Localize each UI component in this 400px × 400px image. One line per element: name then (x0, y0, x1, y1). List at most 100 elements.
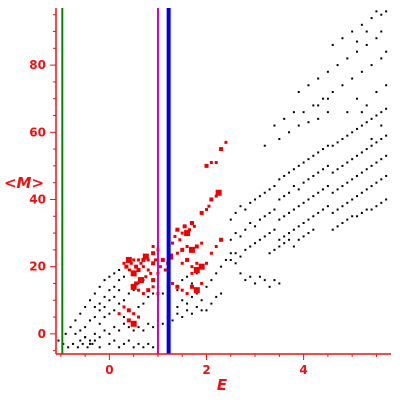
data-point (79, 339, 82, 342)
data-point (317, 117, 320, 120)
data-point (317, 151, 320, 154)
data-point (307, 232, 310, 235)
data-point (134, 264, 139, 269)
data-point (356, 154, 359, 157)
data-point (249, 245, 252, 248)
data-point (331, 43, 334, 46)
data-point (331, 191, 334, 194)
data-point (186, 275, 189, 278)
data-point (74, 332, 77, 335)
data-point (336, 208, 339, 211)
data-point (317, 77, 320, 80)
data-point (176, 312, 179, 315)
data-point (176, 305, 179, 308)
data-point (234, 232, 237, 235)
data-point (200, 299, 203, 302)
data-point (205, 309, 208, 312)
data-point (137, 277, 144, 284)
data-point (312, 154, 315, 157)
data-point (132, 346, 135, 349)
data-point (98, 309, 101, 312)
data-point (317, 104, 320, 107)
data-point (113, 295, 116, 298)
data-point (88, 319, 91, 322)
data-point (278, 245, 281, 248)
data-point (215, 295, 218, 298)
data-point (195, 261, 199, 265)
data-point (108, 312, 111, 315)
data-point (312, 228, 315, 231)
x-tick-label: 4 (299, 363, 307, 377)
data-point (351, 77, 354, 80)
data-point (184, 230, 191, 237)
data-point (302, 181, 305, 184)
data-point (98, 336, 101, 339)
data-point (307, 158, 310, 161)
data-point (326, 97, 329, 100)
data-point (151, 245, 155, 249)
data-point (93, 305, 96, 308)
y-tick-label: 0 (38, 327, 46, 341)
data-point (380, 57, 383, 60)
data-point (317, 191, 320, 194)
data-point (84, 336, 87, 339)
data-point (336, 188, 339, 191)
data-point (351, 30, 354, 33)
data-point (263, 279, 266, 282)
data-point (190, 312, 193, 315)
data-point (113, 326, 116, 329)
data-point (249, 275, 252, 278)
data-point (229, 258, 232, 261)
black-point-series (57, 10, 388, 349)
data-point (200, 281, 204, 285)
data-point (370, 164, 373, 167)
data-point (268, 232, 271, 235)
data-point (317, 171, 320, 174)
data-point (292, 245, 295, 248)
data-point (113, 309, 116, 312)
data-point (385, 174, 388, 177)
data-point (273, 185, 276, 188)
data-point (127, 326, 130, 329)
data-point (132, 289, 135, 292)
data-point (360, 23, 363, 26)
data-point (351, 131, 354, 134)
data-point (194, 244, 199, 249)
data-point (341, 185, 344, 188)
data-point (185, 245, 189, 249)
data-point (292, 208, 295, 211)
data-point (81, 342, 84, 345)
data-point (351, 178, 354, 181)
data-point (173, 234, 177, 238)
data-point (122, 342, 125, 345)
data-point (331, 228, 334, 231)
data-point (351, 215, 354, 218)
data-point (360, 124, 363, 127)
data-point (181, 279, 184, 282)
data-point (331, 211, 334, 214)
data-point (163, 268, 167, 272)
data-point (360, 171, 363, 174)
data-point (205, 285, 208, 288)
data-point (207, 204, 211, 208)
data-point (122, 275, 125, 278)
data-point (375, 181, 378, 184)
data-point (341, 205, 344, 208)
data-point (326, 164, 329, 167)
data-point (76, 346, 79, 349)
data-point (375, 161, 378, 164)
data-point (189, 220, 194, 225)
data-point (356, 215, 359, 218)
data-point (185, 292, 189, 296)
data-point (356, 97, 359, 100)
data-point (288, 238, 291, 241)
data-point (370, 208, 373, 211)
data-point (385, 134, 388, 137)
data-point (331, 144, 334, 147)
data-point (132, 312, 136, 316)
data-point (249, 201, 252, 204)
data-point (385, 10, 388, 13)
data-point (122, 305, 126, 309)
data-point (152, 346, 155, 349)
